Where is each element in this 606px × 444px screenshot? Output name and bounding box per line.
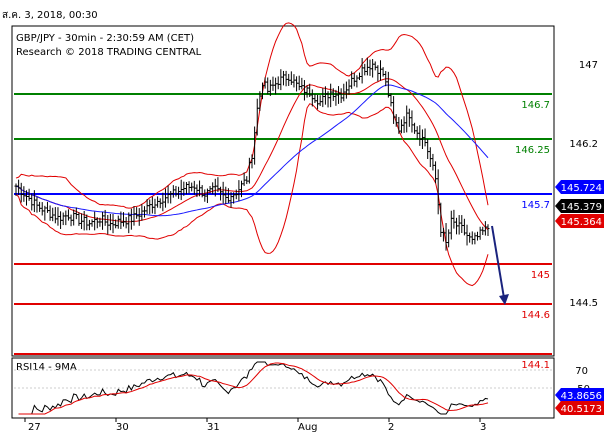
x-tick-3: 3 <box>480 422 486 433</box>
price-badge-1-bg <box>555 199 604 213</box>
level-label-144-6: 144.6 <box>521 310 550 321</box>
level-label-145: 145 <box>531 270 550 281</box>
y-tick-147: 147 <box>579 60 598 71</box>
level-label-145-7: 145.7 <box>521 200 550 211</box>
chart-subtitle: Research © 2018 TRADING CENTRAL <box>16 47 202 58</box>
x-tick-2: 2 <box>388 422 394 433</box>
price-badge-0-bg <box>555 180 604 194</box>
y-tick-144-5: 144.5 <box>569 298 598 309</box>
chart-title: GBP/JPY - 30min - 2:30:59 AM (CET) <box>16 33 194 44</box>
rsi-title: RSI14 - 9MA <box>16 362 77 373</box>
level-label-144-1: 144.1 <box>521 360 550 371</box>
rsi-badge-0-bg <box>555 388 604 402</box>
projection-arrow-head <box>499 294 509 305</box>
x-tick-aug: Aug <box>298 422 318 433</box>
x-tick-30: 30 <box>116 422 129 433</box>
rsi-badge-0: 43.8656 <box>561 391 602 402</box>
rsi-line <box>18 361 489 415</box>
rsi-tick-70: 70 <box>575 366 588 377</box>
price-badge-0: 145.724 <box>561 183 602 194</box>
projection-arrow-shaft <box>491 225 505 299</box>
rsi-badge-1-bg <box>555 401 604 415</box>
bollinger-lower-band <box>15 103 489 287</box>
x-tick-31: 31 <box>207 422 220 433</box>
y-tick-146-2: 146.2 <box>569 139 598 150</box>
long-moving-average <box>15 84 489 217</box>
rsi-ma-line <box>18 362 489 415</box>
price-badge-2: 145.364 <box>561 217 602 228</box>
rsi-badge-1: 40.5173 <box>561 404 602 415</box>
datetime-label: ส.ค. 3, 2018, 00:30 <box>2 10 98 21</box>
level-label-146-25: 146.25 <box>515 145 550 156</box>
level-label-146-7: 146.7 <box>521 100 550 111</box>
price-badge-1: 145.379 <box>561 202 602 213</box>
price-badge-2-bg <box>555 214 604 228</box>
x-tick-27: 27 <box>28 422 41 433</box>
